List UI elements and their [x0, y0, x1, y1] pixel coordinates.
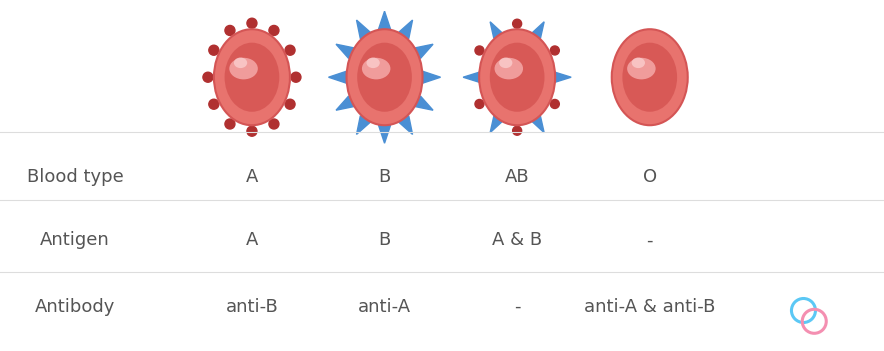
Polygon shape	[399, 20, 413, 39]
Polygon shape	[463, 72, 479, 82]
Text: B: B	[378, 231, 391, 250]
Circle shape	[551, 99, 560, 108]
Ellipse shape	[362, 58, 391, 79]
Circle shape	[209, 45, 219, 55]
Text: A: A	[246, 231, 258, 250]
Text: Blood type: Blood type	[27, 168, 124, 186]
Circle shape	[209, 99, 219, 109]
Ellipse shape	[479, 29, 555, 125]
Circle shape	[247, 126, 257, 136]
Circle shape	[269, 26, 279, 35]
Text: anti-B: anti-B	[225, 298, 278, 316]
Ellipse shape	[494, 58, 523, 79]
Text: anti-A: anti-A	[358, 298, 411, 316]
Polygon shape	[415, 96, 433, 110]
Ellipse shape	[627, 58, 656, 79]
Polygon shape	[356, 20, 370, 39]
Ellipse shape	[234, 58, 248, 68]
Circle shape	[269, 119, 279, 129]
Polygon shape	[532, 116, 545, 133]
Polygon shape	[336, 96, 354, 110]
Polygon shape	[490, 116, 502, 133]
Ellipse shape	[490, 43, 545, 112]
Polygon shape	[356, 116, 370, 134]
Text: O: O	[643, 168, 657, 186]
Polygon shape	[532, 22, 545, 38]
Circle shape	[247, 18, 257, 28]
Text: B: B	[378, 168, 391, 186]
Circle shape	[225, 119, 235, 129]
Ellipse shape	[347, 29, 423, 125]
Polygon shape	[329, 71, 347, 83]
Circle shape	[225, 26, 235, 35]
Polygon shape	[399, 116, 413, 134]
Text: anti-A & anti-B: anti-A & anti-B	[584, 298, 715, 316]
Ellipse shape	[229, 58, 258, 79]
Polygon shape	[415, 44, 433, 58]
Circle shape	[291, 72, 301, 82]
Polygon shape	[490, 22, 502, 38]
Circle shape	[475, 46, 484, 55]
Text: AB: AB	[505, 168, 530, 186]
Text: Antigen: Antigen	[41, 231, 110, 250]
Ellipse shape	[357, 43, 412, 112]
Text: -: -	[646, 231, 653, 250]
Circle shape	[551, 46, 560, 55]
Circle shape	[513, 126, 522, 135]
Polygon shape	[423, 71, 440, 83]
Ellipse shape	[214, 29, 290, 125]
Polygon shape	[378, 125, 391, 143]
Circle shape	[285, 45, 295, 55]
Circle shape	[513, 19, 522, 28]
Ellipse shape	[225, 43, 279, 112]
Ellipse shape	[612, 29, 688, 125]
Circle shape	[285, 99, 295, 109]
Polygon shape	[555, 72, 571, 82]
Ellipse shape	[622, 43, 677, 112]
Polygon shape	[378, 11, 391, 29]
Ellipse shape	[499, 58, 513, 68]
Polygon shape	[336, 44, 354, 58]
Text: -: -	[514, 298, 521, 316]
Text: A & B: A & B	[492, 231, 542, 250]
Ellipse shape	[367, 58, 380, 68]
Text: Antibody: Antibody	[35, 298, 115, 316]
Circle shape	[203, 72, 213, 82]
Text: A: A	[246, 168, 258, 186]
Ellipse shape	[632, 58, 645, 68]
Circle shape	[475, 99, 484, 108]
